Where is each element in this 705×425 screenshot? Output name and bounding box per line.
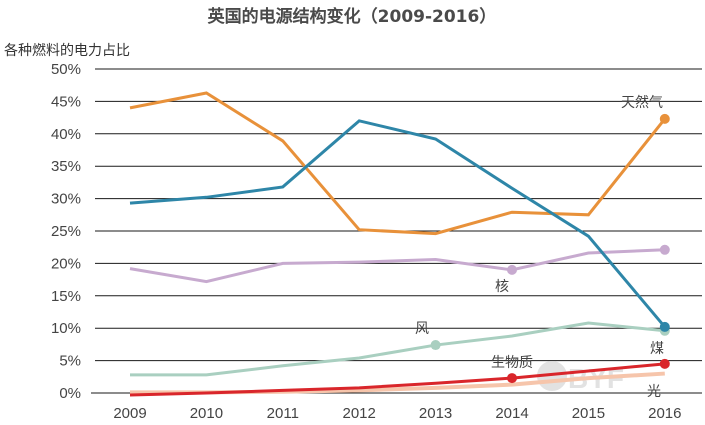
chart-title: 英国的电源结构变化（2009-2016） xyxy=(208,6,497,27)
data-point xyxy=(507,264,517,275)
series-4 xyxy=(129,358,670,397)
series-line xyxy=(129,119,666,328)
x-tick-label: 2009 xyxy=(113,405,146,422)
y-tick-label: 5% xyxy=(59,353,81,370)
y-tick-label: 45% xyxy=(51,93,81,110)
y-tick-label: 20% xyxy=(51,255,81,272)
x-tick-label: 2016 xyxy=(648,405,681,422)
series-label: 核 xyxy=(495,279,509,295)
data-point xyxy=(659,321,670,332)
y-axis-label: 各种燃料的电力占比 xyxy=(4,42,130,59)
series-line xyxy=(130,321,665,377)
x-tick-label: 2012 xyxy=(343,405,376,422)
series-label: 煤 xyxy=(650,341,664,357)
series-label: 天然气 xyxy=(621,94,663,111)
x-tick-label: 2010 xyxy=(190,405,223,422)
data-point xyxy=(659,113,670,124)
y-tick-label: 50% xyxy=(51,61,81,78)
x-tick-label: 2011 xyxy=(267,405,299,422)
series-line xyxy=(129,248,665,284)
series-label: 生物质 xyxy=(491,355,533,371)
x-tick-label: 2013 xyxy=(419,405,452,422)
y-tick-labels: 0% 5% 10% 15% 20% 25% 30% 35% 40% 45% 50% xyxy=(51,61,81,402)
series-label: 光 xyxy=(647,384,661,400)
series-2 xyxy=(129,244,670,284)
series-lines xyxy=(129,91,670,397)
x-tick-labels: 2009 2010 2011 2012 2013 2014 2015 2016 xyxy=(113,405,681,422)
y-tick-label: 35% xyxy=(51,158,81,175)
series-label: 风 xyxy=(415,321,429,337)
y-tick-label: 0% xyxy=(59,385,81,402)
series-line xyxy=(129,91,666,236)
data-point xyxy=(659,358,670,369)
series-0 xyxy=(129,91,670,236)
y-tick-label: 25% xyxy=(51,223,81,240)
data-point xyxy=(659,244,670,255)
x-tick-label: 2015 xyxy=(572,405,605,422)
y-tick-label: 30% xyxy=(51,191,81,208)
data-point xyxy=(430,340,441,351)
y-tick-label: 15% xyxy=(51,288,81,305)
x-tick-label: 2014 xyxy=(495,405,528,422)
series-1 xyxy=(129,119,670,332)
y-tick-label: 40% xyxy=(51,126,81,143)
y-tick-label: 10% xyxy=(51,320,81,337)
series-line xyxy=(129,362,665,397)
data-point xyxy=(507,373,517,384)
